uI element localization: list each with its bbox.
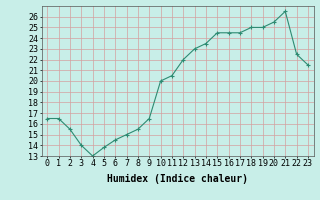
X-axis label: Humidex (Indice chaleur): Humidex (Indice chaleur) bbox=[107, 174, 248, 184]
